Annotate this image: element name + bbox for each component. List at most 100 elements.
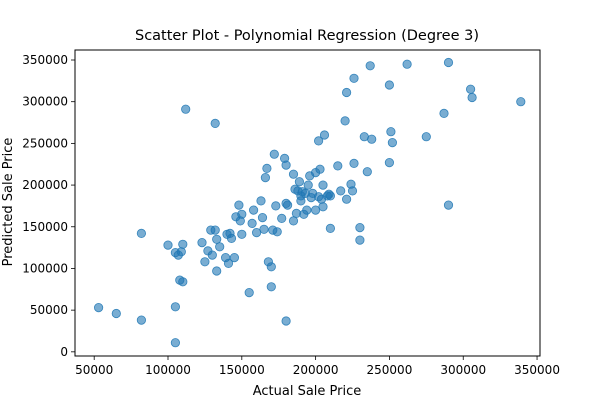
- data-point: [262, 163, 272, 173]
- data-point: [336, 186, 346, 196]
- data-point: [170, 338, 180, 348]
- data-point: [325, 223, 335, 233]
- data-point: [170, 302, 180, 312]
- x-tick-label: 300000: [440, 363, 486, 377]
- data-point: [181, 104, 191, 114]
- data-point: [207, 250, 217, 260]
- plot-frame: [74, 49, 541, 357]
- data-point: [367, 134, 377, 144]
- data-point: [421, 132, 431, 142]
- data-point: [210, 118, 220, 129]
- x-tick-label: 250000: [367, 363, 413, 377]
- data-point: [136, 315, 146, 325]
- x-tick-label: 350000: [514, 363, 560, 377]
- data-point: [244, 287, 254, 298]
- data-point: [269, 149, 279, 159]
- data-point: [294, 177, 304, 187]
- data-point: [319, 130, 330, 140]
- x-tick-label: 50000: [75, 363, 113, 377]
- y-tick-label: 350000: [22, 53, 68, 67]
- chart-title: Scatter Plot - Polynomial Regression (De…: [135, 28, 479, 44]
- data-point: [212, 266, 222, 276]
- data-point: [256, 196, 266, 206]
- data-point: [318, 202, 328, 212]
- data-point: [271, 201, 281, 211]
- data-point: [260, 173, 270, 183]
- data-point: [288, 169, 299, 179]
- data-point: [178, 277, 188, 287]
- data-point: [281, 316, 291, 326]
- data-point: [178, 239, 188, 249]
- y-tick-label: 100000: [22, 261, 68, 275]
- data-point: [266, 282, 276, 292]
- data-point: [355, 223, 365, 233]
- data-point: [197, 238, 207, 248]
- data-point: [325, 191, 335, 201]
- data-point: [315, 164, 325, 174]
- data-point: [259, 224, 269, 234]
- data-point: [313, 136, 324, 146]
- data-point: [277, 213, 287, 223]
- data-point: [387, 138, 397, 148]
- data-point: [341, 87, 352, 98]
- data-point: [439, 108, 449, 119]
- data-point: [266, 262, 276, 272]
- data-point: [386, 127, 396, 137]
- data-point: [200, 257, 210, 267]
- data-point: [303, 180, 313, 190]
- data-point: [235, 216, 245, 226]
- data-point: [257, 213, 268, 223]
- data-point: [226, 233, 237, 243]
- data-point: [176, 247, 186, 257]
- y-tick-label: 0: [60, 345, 68, 359]
- x-tick-label: 100000: [145, 363, 191, 377]
- x-tick-label: 150000: [219, 363, 265, 377]
- data-point: [237, 229, 247, 239]
- data-point: [272, 227, 282, 237]
- data-point: [296, 196, 306, 206]
- x-tick-label: 200000: [293, 363, 339, 377]
- data-point: [340, 116, 350, 126]
- data-point: [365, 61, 375, 71]
- data-point: [94, 302, 104, 313]
- data-point: [384, 80, 394, 90]
- x-axis-label: Actual Sale Price: [253, 384, 362, 399]
- data-point: [467, 92, 477, 103]
- data-point: [318, 180, 328, 190]
- data-point: [333, 161, 343, 171]
- data-point: [349, 73, 359, 83]
- data-point: [443, 200, 454, 210]
- y-tick-label: 250000: [22, 136, 68, 150]
- data-point: [282, 200, 293, 210]
- data-point: [355, 235, 365, 245]
- y-tick-label: 50000: [30, 303, 68, 317]
- y-axis-ticks: 0 50000 100000 150000 200000 250000 300000 3500…: [22, 53, 75, 359]
- data-point: [302, 205, 312, 215]
- data-point: [347, 186, 358, 196]
- data-point: [465, 84, 476, 94]
- data-point: [402, 59, 412, 69]
- data-point: [384, 158, 394, 168]
- data-point: [249, 205, 259, 215]
- data-point: [111, 308, 121, 319]
- data-point: [136, 228, 146, 238]
- data-point: [229, 253, 239, 263]
- data-point: [443, 57, 454, 68]
- y-tick-label: 200000: [22, 178, 68, 192]
- y-tick-label: 150000: [22, 220, 68, 234]
- data-point: [349, 158, 359, 168]
- data-point: [281, 160, 291, 170]
- data-point: [341, 194, 352, 204]
- data-point: [234, 200, 244, 210]
- x-axis-ticks: 50000 100000 150000 200000 250000 300000 35000…: [75, 356, 560, 377]
- data-point: [223, 258, 234, 268]
- data-point: [516, 97, 526, 107]
- y-tick-label: 300000: [22, 95, 68, 109]
- data-point: [210, 225, 220, 235]
- data-point: [215, 242, 225, 252]
- y-axis-label: Predicted Sale Price: [1, 138, 16, 267]
- data-point: [163, 240, 173, 250]
- data-points: [94, 57, 526, 348]
